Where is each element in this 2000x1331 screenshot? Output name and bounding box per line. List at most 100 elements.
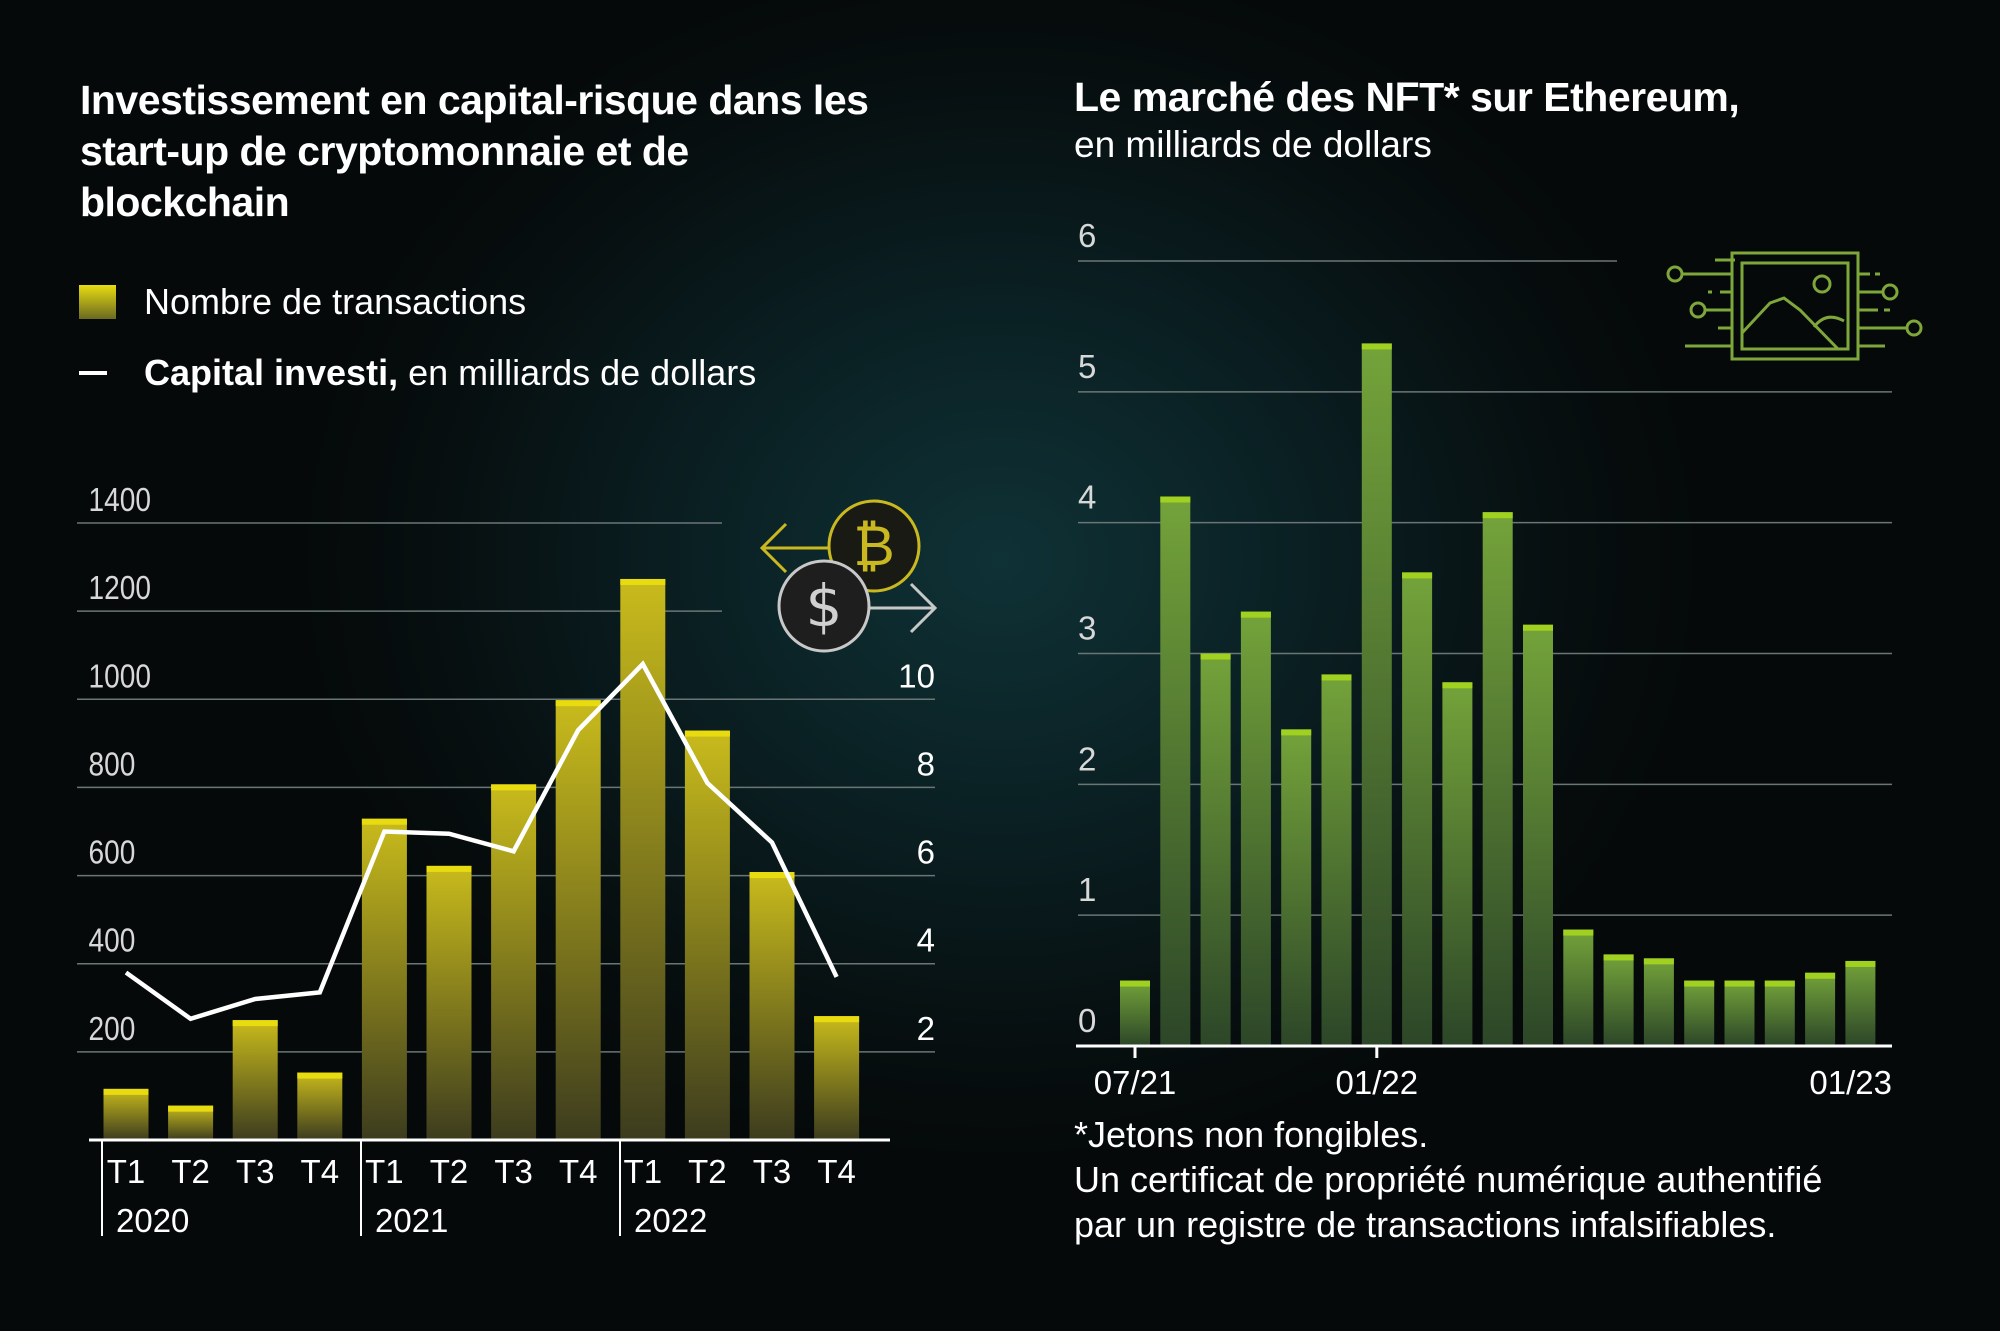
bar	[491, 784, 537, 1140]
bitcoin-icon: ₿	[827, 499, 921, 593]
bar	[1643, 958, 1674, 1046]
y-left-tick-label: 200	[89, 1011, 136, 1048]
bar	[1603, 954, 1634, 1046]
bar	[1805, 972, 1836, 1046]
x-tick-label: 07/21	[1094, 1064, 1177, 1101]
y-left-tick-label: 600	[89, 834, 136, 871]
quarter-label: T4	[559, 1153, 598, 1190]
y-right-tick-label: 6	[917, 834, 935, 871]
bar-cap	[103, 1088, 149, 1095]
y-right-tick-label: 10	[898, 657, 935, 694]
bar	[1724, 980, 1755, 1046]
bar-cap	[361, 818, 407, 825]
svg-text:$: $	[806, 572, 843, 640]
legend-label-bold: Capital investi,	[144, 352, 399, 393]
left-bars	[103, 578, 860, 1140]
y-tick-label: 5	[1078, 348, 1096, 385]
quarter-label: T3	[753, 1153, 792, 1190]
y-tick-label: 6	[1078, 217, 1096, 254]
y-left-tick-label: 1400	[89, 482, 151, 519]
bar	[1361, 343, 1392, 1046]
legend-swatch-bars	[79, 285, 116, 319]
bar	[1442, 682, 1473, 1046]
quarter-label: T1	[107, 1153, 146, 1190]
bitcoin-dollar-exchange-icon: ₿ $	[759, 499, 938, 653]
bar-cap	[1563, 929, 1594, 936]
bar-cap	[1845, 960, 1876, 967]
dollar-icon: $	[777, 559, 871, 653]
quarter-label: T2	[171, 1153, 210, 1190]
bar	[620, 578, 666, 1140]
bar-cap	[1603, 954, 1634, 961]
bar-cap	[1200, 653, 1231, 660]
bar	[1402, 572, 1433, 1046]
bar-cap	[1805, 972, 1836, 979]
bar-cap	[1160, 496, 1191, 503]
bar	[684, 730, 730, 1140]
bar-cap	[684, 730, 730, 737]
quarter-label: T1	[624, 1153, 663, 1190]
bar	[426, 865, 472, 1140]
bar	[297, 1072, 343, 1140]
right-bars	[1120, 343, 1876, 1046]
bar	[1684, 980, 1715, 1046]
title-line: start-up de cryptomonnaie et de	[80, 128, 689, 174]
bar-cap	[168, 1105, 214, 1112]
left-x-axis: T1 T2 T3 T4 T1 T2 T3 T4 T1 T2 T3 T4 2020 2021 2022	[89, 1138, 890, 1239]
right-chart-subtitle: en milliards de dollars	[1074, 124, 1432, 165]
bar	[1200, 653, 1231, 1046]
bar-cap	[1764, 980, 1795, 987]
legend-label: Nombre de transactions	[144, 281, 527, 322]
quarter-label: T2	[430, 1153, 469, 1190]
bar	[1563, 929, 1594, 1046]
bar-cap	[1402, 572, 1433, 579]
y-tick-label: 4	[1078, 479, 1096, 516]
bar	[232, 1020, 278, 1140]
arrow-left-icon	[759, 522, 840, 574]
bar-cap	[1120, 980, 1150, 987]
footnote: *Jetons non fongibles. Un certificat de …	[1074, 1112, 1822, 1247]
bar-cap	[749, 872, 795, 879]
y-right-tick-label: 2	[917, 1010, 935, 1047]
y-right-tick-label: 8	[917, 745, 935, 782]
y-left-tick-label: 800	[89, 746, 136, 783]
quarter-label: T3	[236, 1153, 275, 1190]
year-label: 2021	[375, 1202, 448, 1239]
legend-swatch-line	[79, 371, 107, 375]
bar-cap	[555, 700, 601, 707]
bar	[1482, 512, 1513, 1046]
x-tick-label: 01/23	[1809, 1064, 1892, 1101]
title-line: blockchain	[80, 179, 290, 225]
bar-cap	[426, 865, 472, 872]
bar-cap	[814, 1016, 860, 1023]
x-tick-label: 01/22	[1336, 1064, 1419, 1101]
quarter-label: T2	[688, 1153, 727, 1190]
capital-line	[124, 660, 839, 1022]
bar-cap	[1482, 512, 1513, 519]
right-chart-title: Le marché des NFT* sur Ethereum,	[1074, 74, 1740, 120]
bar	[103, 1088, 149, 1140]
year-label: 2020	[116, 1202, 189, 1239]
arrow-right-icon	[860, 582, 938, 634]
bar-cap	[1643, 958, 1674, 965]
bar-cap	[1361, 343, 1392, 350]
bar-cap	[620, 578, 666, 585]
left-line	[124, 660, 839, 1022]
nft-image-chip-icon	[1666, 251, 1923, 361]
bar-cap	[1281, 729, 1312, 736]
bar-cap	[1724, 980, 1755, 987]
bar	[1240, 611, 1271, 1046]
y-left-tick-label: 1000	[89, 658, 151, 695]
quarter-label: T1	[365, 1153, 404, 1190]
bar	[749, 872, 795, 1140]
legend-line: Capital investi, en milliards de dollars	[79, 352, 756, 394]
bar-cap	[491, 784, 537, 791]
quarter-label: T4	[817, 1153, 856, 1190]
bar-cap	[1321, 674, 1352, 681]
bar-cap	[232, 1020, 278, 1027]
bar	[1845, 960, 1876, 1046]
title-line: Investissement en capital-risque dans le…	[80, 77, 869, 123]
bar	[1764, 980, 1795, 1046]
left-chart-title: Investissement en capital-risque dans le…	[80, 75, 869, 228]
